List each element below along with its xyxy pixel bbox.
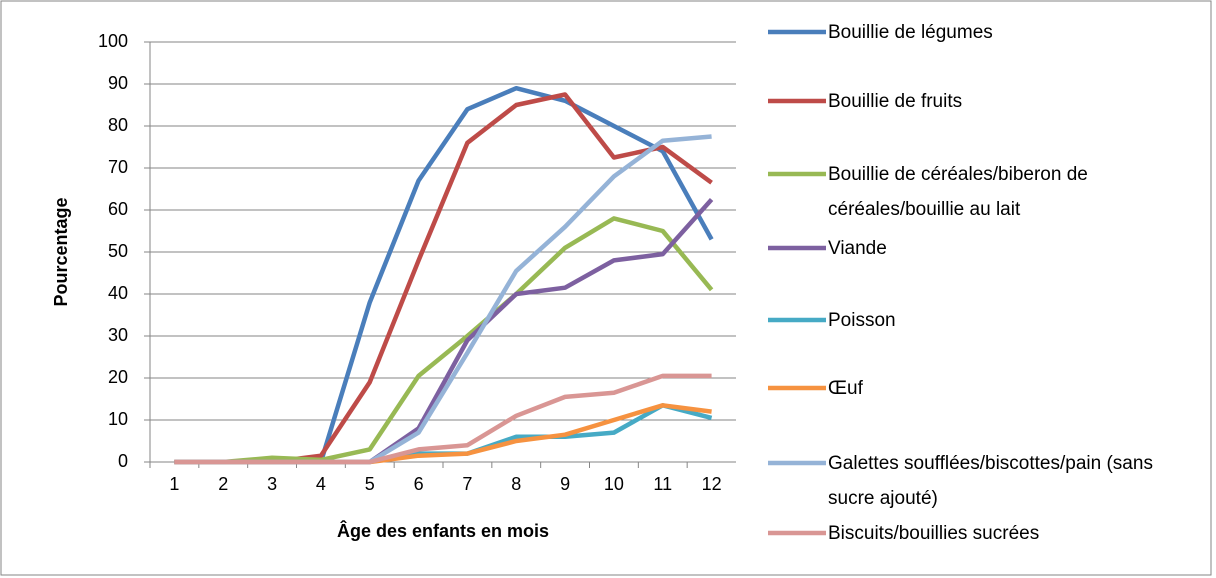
legend-label: Bouillie de fruits — [828, 90, 963, 112]
legend-label: Viande — [828, 237, 887, 259]
y-tick-label: 20 — [108, 367, 128, 387]
legend-label: Bouillie de légumes — [828, 21, 993, 43]
legend-label: Biscuits/bouillies sucrées — [828, 522, 1040, 544]
y-tick-label: 50 — [108, 241, 128, 261]
x-tick-label: 4 — [316, 474, 326, 494]
legend-label: Galettes soufflées/biscottes/pain (sans … — [828, 452, 1153, 509]
x-axis-title: Âge des enfants en mois — [337, 520, 549, 541]
series-line — [174, 216, 714, 465]
legend-label: Poisson — [828, 309, 896, 331]
y-tick-label: 30 — [108, 325, 128, 345]
y-tick-label: 40 — [108, 283, 128, 303]
y-tick-label: 0 — [118, 451, 128, 471]
x-tick-label: 1 — [169, 474, 179, 494]
y-tick-label: 80 — [108, 115, 128, 135]
y-tick-label: 70 — [108, 157, 128, 177]
x-tick-label: 5 — [365, 474, 375, 494]
x-tick-label: 3 — [267, 474, 277, 494]
legend-label: Œuf — [828, 377, 863, 399]
x-tick-label: 10 — [604, 474, 624, 494]
x-tick-label: 11 — [653, 474, 672, 494]
y-tick-label: 60 — [108, 199, 128, 219]
x-tick-label: 9 — [560, 474, 570, 494]
series-line — [174, 373, 712, 465]
legend-label: Bouillie de céréales/biberon de céréales… — [828, 163, 1088, 220]
y-tick-label: 100 — [98, 31, 128, 51]
x-tick-label: 7 — [462, 474, 472, 494]
x-tick-label: 12 — [702, 474, 722, 494]
x-tick-label: 6 — [414, 474, 424, 494]
y-axis-title: Pourcentage — [51, 197, 71, 306]
y-tick-label: 10 — [108, 409, 128, 429]
x-tick-label: 8 — [511, 474, 521, 494]
y-tick-label: 90 — [108, 73, 128, 93]
x-tick-label: 2 — [218, 474, 228, 494]
